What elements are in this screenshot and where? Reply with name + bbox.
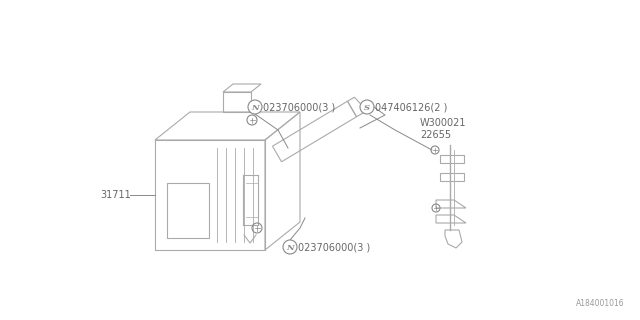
Text: N: N [251, 103, 259, 111]
Text: A184001016: A184001016 [577, 299, 625, 308]
Text: N: N [286, 244, 294, 252]
Circle shape [283, 240, 297, 254]
Text: 22655: 22655 [420, 130, 451, 140]
Text: 31711: 31711 [100, 190, 131, 200]
Circle shape [360, 100, 374, 114]
Text: W300021: W300021 [420, 118, 467, 128]
Text: 047406126(2 ): 047406126(2 ) [375, 102, 447, 112]
Text: 023706000(3 ): 023706000(3 ) [263, 102, 335, 112]
Text: 023706000(3 ): 023706000(3 ) [298, 242, 371, 252]
Text: S: S [364, 103, 370, 111]
Circle shape [248, 100, 262, 114]
